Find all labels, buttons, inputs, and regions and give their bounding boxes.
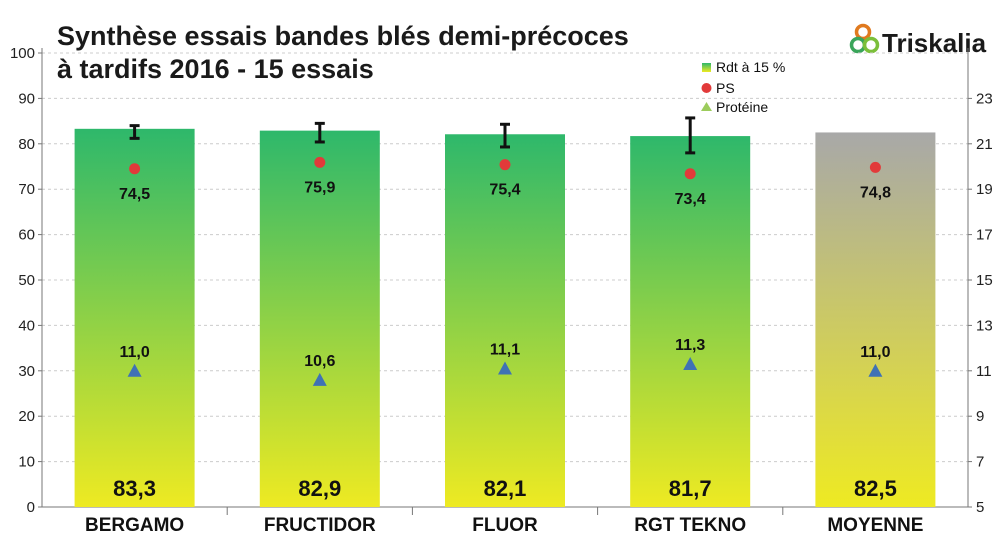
ps-point <box>499 159 511 171</box>
logo-ring-lime <box>862 36 880 54</box>
ps-point <box>869 161 881 173</box>
y-right-tick-label: 13 <box>976 317 993 334</box>
protein-point <box>868 363 883 377</box>
y-right-tick-label: 11 <box>976 363 992 380</box>
protein-label: 11,0 <box>119 344 149 361</box>
bar-rdt <box>815 132 936 507</box>
legend-swatch-ps <box>701 83 712 93</box>
axes: 0 10 20 30 40 50 60 70 80 90 100 5 7 9 11 13 15 17 19 21 23 <box>10 45 993 516</box>
y-left-tick-label: 100 <box>10 45 35 62</box>
legend: Rdt à 15 % PS Protéine <box>701 59 785 115</box>
y-left-tick-label: 0 <box>27 499 35 516</box>
bar-rdt <box>259 130 380 507</box>
category-label: FLUOR <box>472 515 538 536</box>
y-right-tick-label: 9 <box>976 408 984 425</box>
y-right-tick-label: 15 <box>976 272 993 289</box>
y-right-tick-label: 21 <box>976 136 993 153</box>
legend-swatch-rdt <box>702 63 711 72</box>
y-left-tick-label: 40 <box>18 317 35 334</box>
y-left-tick-label: 30 <box>18 363 35 380</box>
data-labels: 74,5 11,0 83,3 BERGAMO 75,9 10,6 82,9 FRUCTIDOR… <box>85 179 923 536</box>
protein-label: 11,0 <box>860 344 890 361</box>
legend-swatch-protein <box>701 102 712 111</box>
y-right-tick-label: 5 <box>976 499 984 516</box>
logo-ring-orange <box>854 23 872 41</box>
protein-label: 11,3 <box>675 337 705 354</box>
rdt-label: 81,7 <box>669 476 712 501</box>
y-left-tick-label: 50 <box>18 272 35 289</box>
rdt-label: 82,1 <box>484 476 527 501</box>
protein-point <box>127 363 142 377</box>
legend-label-protein: Protéine <box>716 99 768 115</box>
legend-label-rdt: Rdt à 15 % <box>716 59 785 75</box>
protein-label: 11,1 <box>490 342 520 359</box>
y-right-tick-label: 7 <box>976 454 984 471</box>
protein-point <box>498 361 512 375</box>
y-left-tick-label: 60 <box>18 227 35 244</box>
y-right-tick-label: 19 <box>976 181 993 198</box>
triskalia-logo: Triskalia <box>849 23 987 58</box>
bar-rdt <box>445 134 565 508</box>
rdt-label: 82,5 <box>854 476 897 501</box>
protein-label: 10,6 <box>304 353 335 370</box>
ps-label: 74,5 <box>119 186 150 203</box>
ps-point <box>129 163 141 175</box>
category-label: MOYENNE <box>827 515 923 536</box>
y-left-tick-label: 90 <box>18 90 35 107</box>
bar-rdt <box>74 128 195 507</box>
y-left-tick-label: 10 <box>18 454 35 471</box>
ps-label: 73,4 <box>675 191 706 208</box>
chart-title-line2: à tardifs 2016 - 15 essais <box>57 54 374 84</box>
marks <box>127 116 883 386</box>
rdt-label: 83,3 <box>113 476 156 501</box>
y-right-tick-label: 17 <box>976 227 993 244</box>
protein-point <box>312 372 327 386</box>
ps-label: 75,9 <box>304 179 335 196</box>
chart-title-line1: Synthèse essais bandes blés demi-précoce… <box>57 21 629 51</box>
y-left-tick-label: 80 <box>18 136 35 153</box>
category-label: RGT TEKNO <box>634 515 746 536</box>
ps-point <box>314 156 326 168</box>
ps-label: 75,4 <box>489 182 520 199</box>
logo-ring-green <box>849 36 867 54</box>
y-left-tick-label: 20 <box>18 408 35 425</box>
bar-rdt <box>630 136 751 507</box>
category-label: BERGAMO <box>85 515 184 536</box>
y-right-tick-label: 23 <box>976 90 993 107</box>
legend-label-ps: PS <box>716 80 735 96</box>
protein-point <box>683 356 698 370</box>
ps-label: 74,8 <box>860 184 891 201</box>
y-left-tick-label: 70 <box>18 181 35 198</box>
ps-point <box>684 168 696 180</box>
category-label: FRUCTIDOR <box>264 515 376 536</box>
rdt-label: 82,9 <box>298 476 341 501</box>
bars <box>74 128 936 508</box>
logo-text: Triskalia <box>882 28 987 58</box>
